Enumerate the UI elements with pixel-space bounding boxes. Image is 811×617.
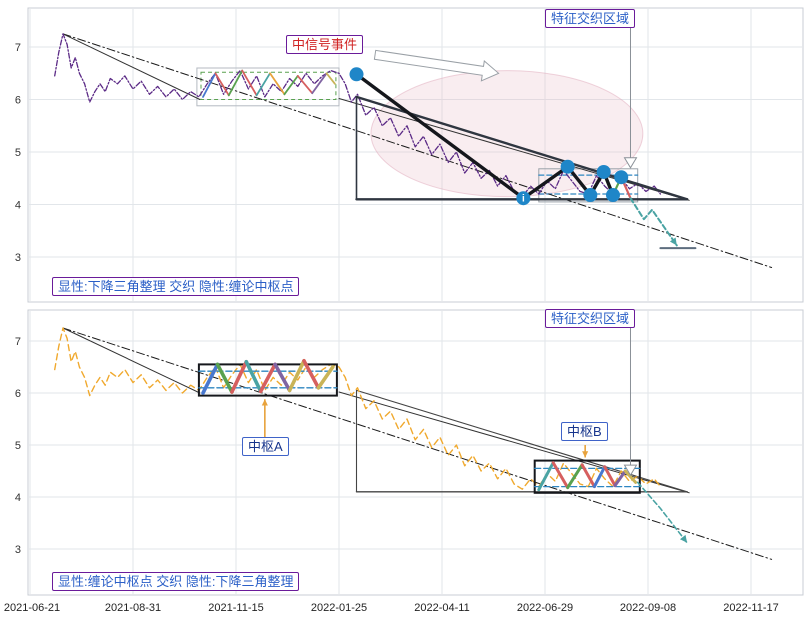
y-tick-label: 3 [15, 252, 21, 264]
signal-marker [605, 188, 620, 203]
zigzag-segment [244, 360, 263, 394]
y-tick-label: 7 [15, 336, 21, 348]
zigzag-segment [214, 72, 230, 97]
panel-border [27, 309, 804, 596]
zigzag-segment [311, 72, 328, 95]
zigzag-segment [287, 359, 306, 393]
panel-top: 3 4 5 6 7 i [15, 7, 804, 303]
price-line [54, 33, 662, 198]
zigzag-segment [296, 75, 314, 95]
x-tick-label: 2022-01-25 [311, 602, 367, 614]
region-rect [533, 459, 641, 494]
zigzag-segment [613, 469, 627, 488]
chart-line [636, 481, 688, 544]
x-tick-label: 2021-08-31 [105, 602, 161, 614]
arrowhead [680, 534, 688, 543]
chart-line [338, 98, 690, 201]
hollow-arrowhead [623, 464, 638, 477]
zigzag-segment [580, 463, 596, 489]
y-tick-label: 4 [15, 200, 21, 212]
zigzag-segment [241, 69, 258, 97]
zigzag-segment [227, 69, 244, 97]
zigzag-segment [202, 72, 217, 98]
chart-line [62, 327, 773, 560]
pivot-b-label: 中枢B [561, 422, 608, 441]
marker-glyph: i [522, 194, 525, 205]
chart-line [62, 33, 201, 100]
interweave-region-label-bottom: 特征交织区域 [545, 309, 636, 328]
y-tick-label: 4 [15, 492, 21, 504]
signal-event-label: 中信号事件 [286, 35, 364, 54]
y-tick-label: 5 [15, 147, 21, 159]
x-tick-label: 2022-11-17 [723, 602, 778, 614]
y-tick-label: 5 [15, 440, 21, 452]
zigzag-segment [273, 362, 292, 393]
arrowhead [582, 451, 589, 458]
region-rect [200, 71, 337, 100]
x-tick-label: 2022-04-11 [414, 602, 469, 614]
chart-line [629, 197, 678, 247]
signal-marker [614, 170, 629, 185]
zigzag-segment [255, 72, 271, 97]
x-tick-label: 2021-06-21 [4, 602, 60, 614]
y-tick-label: 7 [15, 42, 21, 54]
price-line [54, 327, 662, 490]
zigzag-segment [302, 359, 321, 390]
y-tick-label: 6 [15, 95, 21, 107]
chart-line [62, 327, 201, 394]
zigzag-segment [316, 365, 335, 390]
panel-bottom: 3 4 5 6 7 [15, 309, 804, 596]
hollow-arrowhead [623, 157, 638, 169]
zigzag-segment [283, 75, 299, 96]
x-tick-label: 2022-09-08 [620, 602, 676, 614]
x-tick-label: 2021-11-15 [208, 602, 263, 614]
arrowhead [261, 399, 268, 406]
zigzag-segment [325, 72, 336, 85]
zigzag-segment [215, 362, 234, 394]
signal-marker [583, 188, 598, 203]
zigzag-segment [269, 72, 286, 96]
interweave-region-label-top: 特征交织区域 [545, 9, 636, 28]
arrowhead [669, 237, 677, 246]
zigzag-segment [623, 469, 638, 484]
y-tick-label: 3 [15, 544, 21, 556]
panel-caption-bottom: 显性:缠论中枢点 交织 隐性:下降三角整理 [52, 572, 300, 591]
zigzag-segment [603, 465, 617, 488]
hollow-arrow [373, 49, 500, 82]
signal-marker [516, 191, 531, 206]
chart-line [355, 389, 688, 493]
signal-marker [349, 67, 364, 82]
zigzag-segment [592, 465, 607, 489]
zigzag-segment [537, 461, 555, 492]
zigzag-segment [230, 360, 249, 394]
zigzag-segment [201, 362, 220, 395]
signal-marker [596, 164, 611, 179]
signal-marker [560, 159, 575, 174]
zigzag-segment [258, 362, 277, 394]
zigzag-segment [566, 463, 584, 490]
x-tick-label: 2022-06-29 [517, 602, 573, 614]
chart-line [62, 33, 773, 268]
zigzag-segment [551, 461, 570, 490]
pivot-a-label: 中枢A [242, 437, 289, 456]
y-tick-label: 6 [15, 388, 21, 400]
region-rect [197, 363, 338, 397]
region-rect [196, 67, 340, 107]
panel-caption-top: 显性:下降三角整理 交织 隐性:缠论中枢点 [52, 277, 300, 296]
